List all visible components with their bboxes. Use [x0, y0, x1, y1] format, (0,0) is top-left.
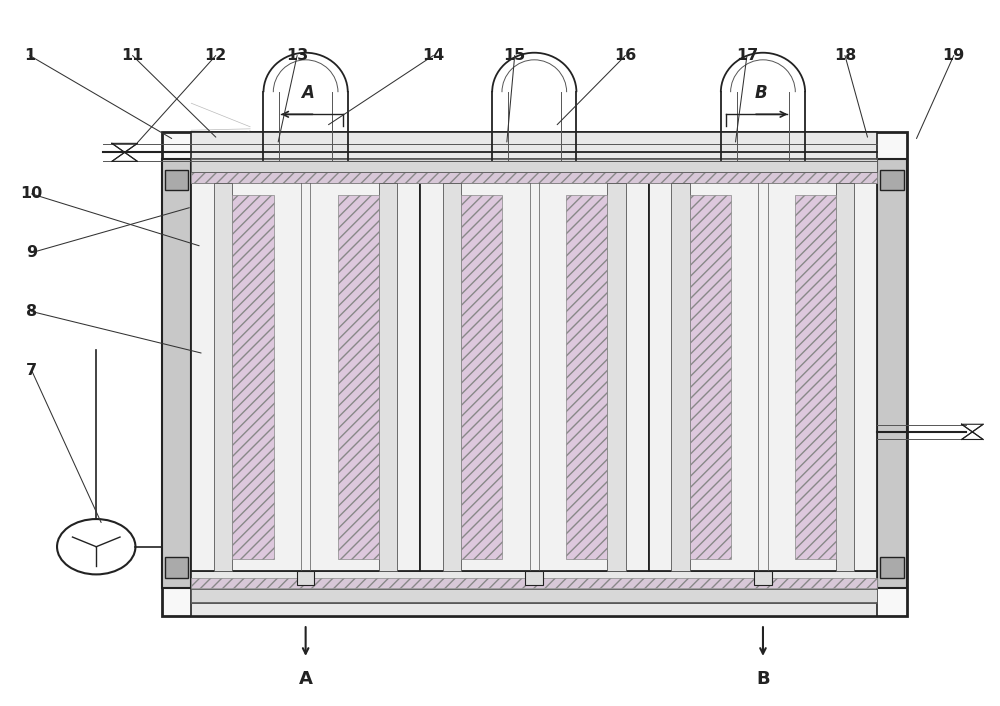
Bar: [191, 172, 877, 184]
Bar: [461, 195, 502, 559]
Bar: [165, 169, 188, 191]
Text: 14: 14: [422, 48, 444, 63]
Bar: [232, 195, 274, 559]
Text: 10: 10: [20, 186, 43, 201]
Bar: [836, 184, 854, 571]
Text: 1: 1: [24, 48, 35, 63]
Bar: [566, 195, 607, 559]
Bar: [649, 184, 877, 571]
Text: 8: 8: [26, 304, 37, 319]
Bar: [880, 169, 904, 191]
Text: 13: 13: [286, 48, 308, 63]
Text: 11: 11: [121, 48, 144, 63]
Bar: [420, 184, 649, 571]
Text: 16: 16: [614, 48, 637, 63]
Text: A: A: [299, 670, 313, 688]
Bar: [443, 184, 461, 571]
Bar: [338, 195, 379, 559]
Text: 7: 7: [26, 363, 37, 378]
Bar: [191, 184, 420, 571]
Bar: [214, 184, 232, 571]
Bar: [162, 131, 907, 616]
Text: 12: 12: [205, 48, 227, 63]
Text: 19: 19: [943, 48, 965, 63]
Bar: [162, 160, 191, 588]
Bar: [880, 557, 904, 578]
Bar: [191, 159, 877, 172]
Bar: [191, 131, 877, 184]
Text: B: B: [756, 670, 770, 688]
Text: 15: 15: [504, 48, 526, 63]
Bar: [191, 589, 877, 602]
Bar: [379, 184, 397, 571]
Bar: [297, 571, 314, 585]
Text: B: B: [755, 84, 767, 102]
Text: A: A: [301, 84, 314, 102]
Text: 18: 18: [834, 48, 856, 63]
Bar: [191, 571, 877, 616]
Text: 17: 17: [736, 48, 758, 63]
Bar: [165, 557, 188, 578]
Bar: [877, 160, 907, 588]
Bar: [754, 571, 772, 585]
Bar: [191, 578, 877, 588]
Bar: [607, 184, 626, 571]
Bar: [690, 195, 731, 559]
Bar: [525, 571, 543, 585]
Text: 9: 9: [26, 245, 37, 261]
Bar: [795, 195, 836, 559]
Bar: [671, 184, 690, 571]
